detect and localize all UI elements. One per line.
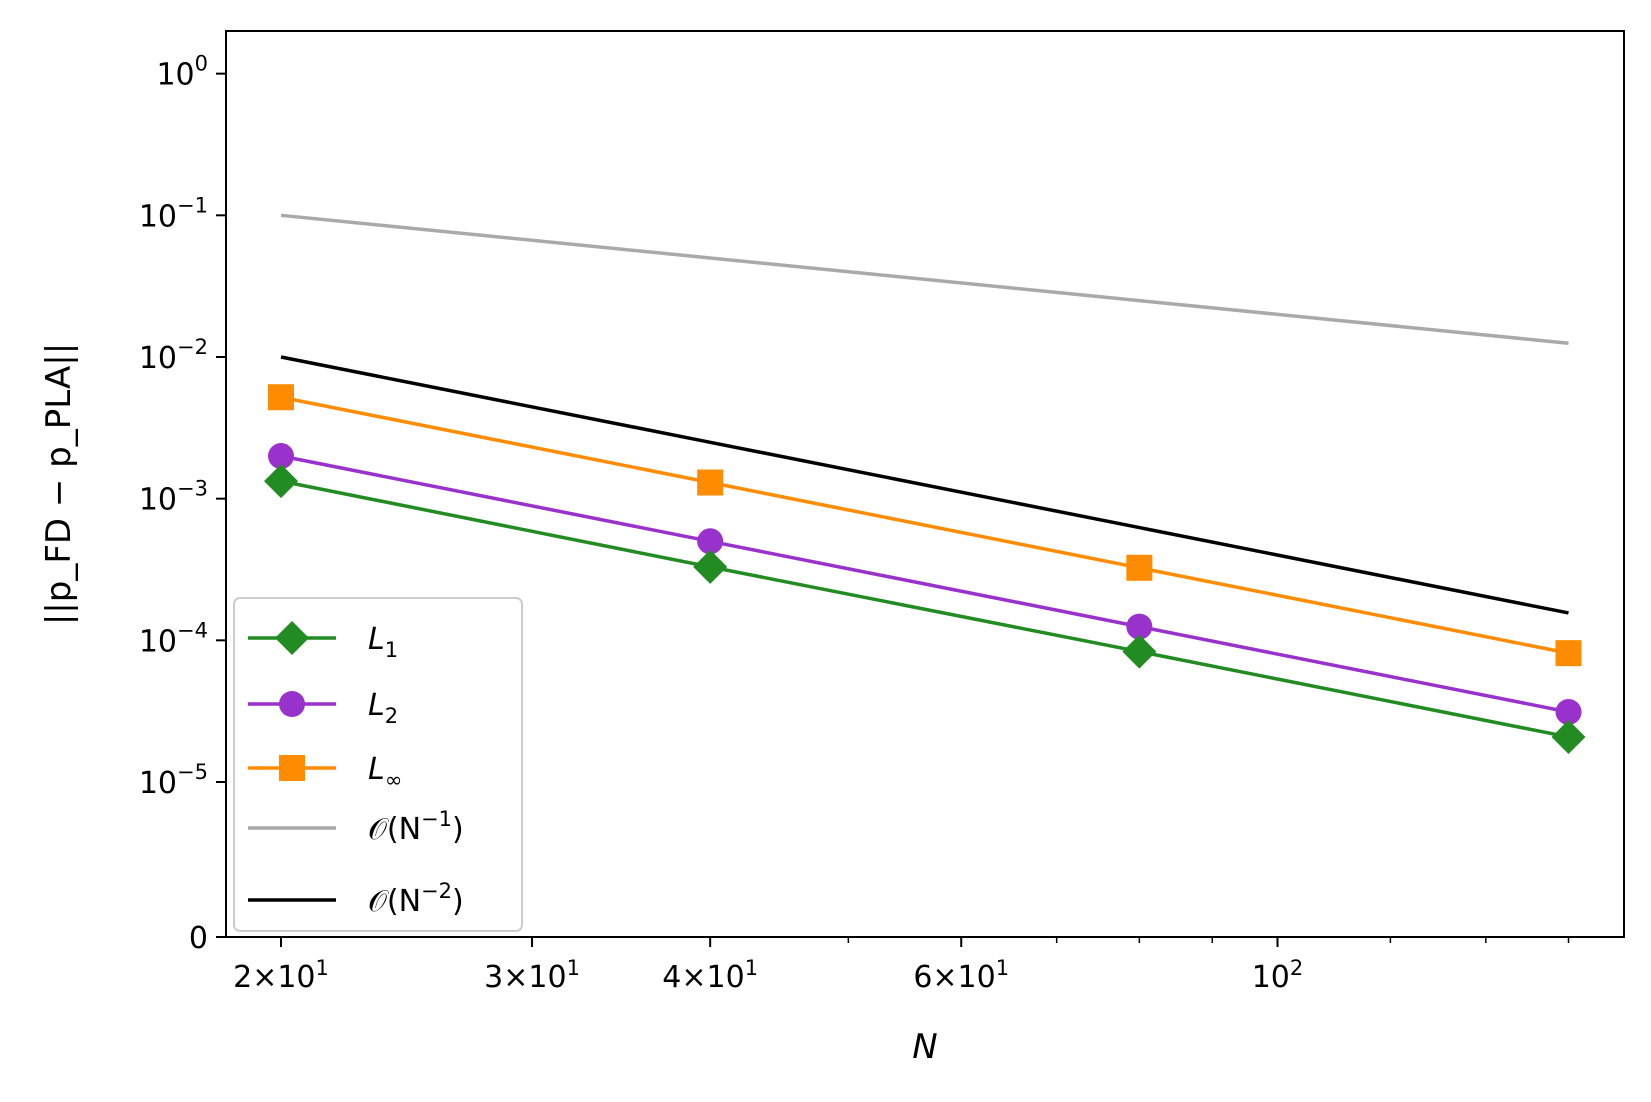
data-point-square	[279, 755, 305, 781]
data-point-circle	[1555, 698, 1582, 725]
data-point-circle	[279, 691, 305, 717]
y-axis: 0 10−5 10−4 10−3 10−2 10−1 100	[139, 52, 226, 956]
legend-entry-linf: L∞	[248, 752, 402, 792]
series-linf	[268, 384, 1582, 667]
legend-entry-on2: 𝒪(N−2)	[248, 879, 464, 919]
legend-label: 𝒪(N−1)	[368, 807, 464, 847]
legend-entry-l1: L1	[248, 621, 398, 662]
x-axis-label: N	[912, 1027, 937, 1067]
data-point-square	[697, 469, 724, 496]
x-axis: 2×101 3×101 4×101 6×101 102	[233, 937, 1570, 995]
data-point-diamond	[264, 464, 299, 499]
data-point-circle	[697, 528, 724, 555]
series-l1	[264, 464, 1586, 754]
legend-label: L∞	[368, 752, 402, 792]
series-line	[280, 454, 1569, 714]
legend-entry-l2: L2	[248, 688, 398, 728]
y-tick-label: 10−1	[139, 193, 208, 234]
data-point-diamond	[275, 621, 309, 655]
series-line	[280, 213, 1569, 346]
legend-box	[233, 597, 523, 932]
series-on2	[280, 355, 1569, 615]
data-point-square	[1555, 640, 1582, 667]
x-tick-label: 2×101	[233, 956, 329, 995]
data-point-diamond	[1551, 719, 1586, 754]
x-tick-label: 4×101	[662, 956, 758, 995]
legend-label: L2	[368, 688, 398, 728]
x-tick-label: 102	[1252, 956, 1304, 995]
legend-label: 𝒪(N−2)	[368, 879, 464, 919]
series-on1	[280, 213, 1569, 346]
y-tick-label: 10−3	[139, 477, 208, 518]
data-point-diamond	[1122, 634, 1157, 669]
data-point-square	[1126, 554, 1153, 581]
data-point-circle	[1126, 613, 1153, 640]
y-tick-label: 0	[189, 921, 208, 956]
y-tick-label: 10−5	[139, 760, 208, 801]
series-l2	[268, 443, 1582, 725]
x-tick-label: 3×101	[484, 956, 580, 995]
y-tick-label: 10−4	[139, 618, 208, 659]
data-point-square	[268, 384, 295, 411]
x-tick-label: 6×101	[913, 956, 1009, 995]
y-tick-label: 10−2	[139, 335, 208, 376]
series-line	[280, 355, 1569, 615]
series-layer	[264, 213, 1586, 754]
y-axis-label: ||p_FD − p_PLA||	[39, 343, 79, 625]
series-line	[280, 395, 1569, 655]
legend-entry-on1: 𝒪(N−1)	[248, 807, 464, 847]
legend-label: L1	[368, 622, 398, 662]
data-point-diamond	[693, 549, 728, 584]
plot-frame	[225, 30, 1625, 938]
legend: L1 L2 L∞ 𝒪(N−1) 𝒪(N−2)	[233, 597, 523, 932]
series-line	[280, 479, 1569, 739]
data-point-circle	[268, 443, 295, 470]
y-tick-label: 100	[156, 52, 208, 93]
